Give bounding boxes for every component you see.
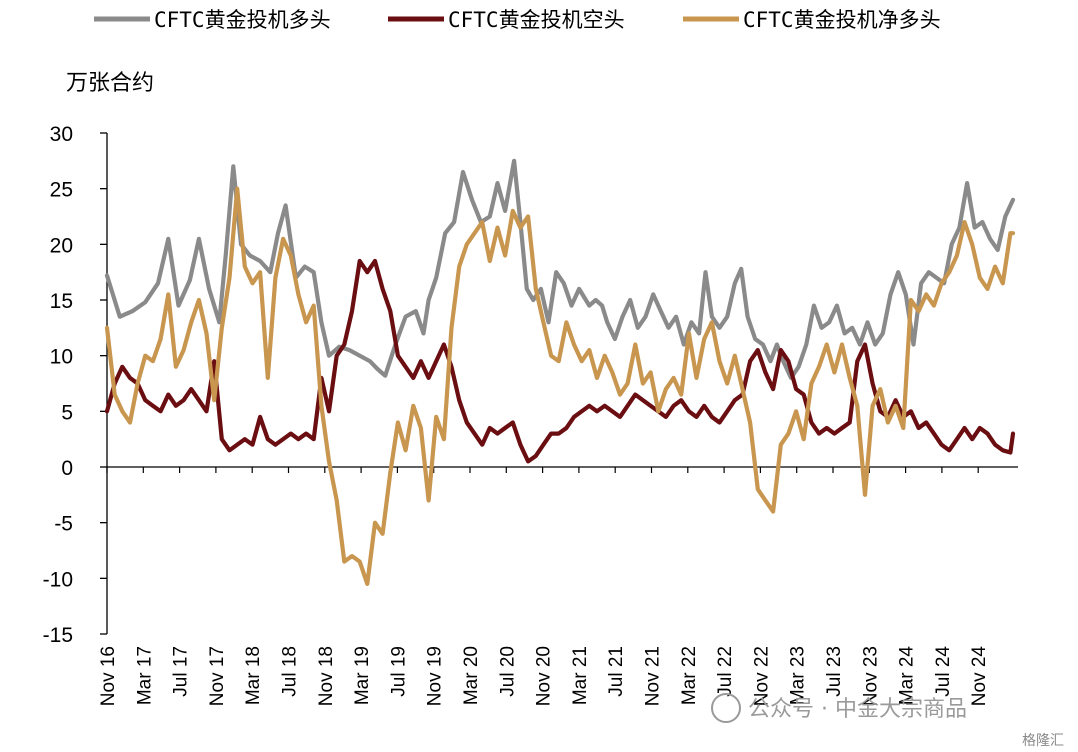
y-axis: 30 25 20 15 10 5 0 -5 -10 -15 [43, 123, 108, 647]
y-tick-label: -15 [43, 624, 73, 647]
x-tick-label: Mar 20 [461, 646, 482, 705]
x-tick-label: Nov 17 [207, 646, 228, 706]
x-tick-label: Mar 17 [134, 646, 155, 705]
x-tick-label: Nov 21 [643, 646, 664, 706]
x-tick-label: Nov 16 [98, 646, 119, 706]
x-tick-label: Nov 24 [969, 646, 990, 707]
x-tick-label: Jul 24 [933, 646, 954, 697]
x-tick-label: Nov 23 [860, 646, 881, 706]
watermark: 公众号 · 中金大宗商品 格隆汇 [711, 693, 1064, 749]
x-tick-label: Jul 21 [606, 646, 627, 697]
x-tick-label: Nov 22 [751, 646, 772, 706]
y-unit-label: 万张合约 [66, 71, 154, 96]
x-tick-label: Jul 22 [715, 646, 736, 697]
y-tick-label: -10 [43, 568, 73, 591]
x-tick-label: Nov 20 [534, 646, 555, 706]
series-line-0 [104, 158, 1016, 380]
x-tick-label: Mar 23 [788, 646, 809, 705]
x-tick-label: Mar 21 [570, 646, 591, 705]
x-axis: Nov 16 Mar 17 Jul 17 Nov 17 Mar 18 Jul 18 Nov … [98, 466, 1018, 707]
watermark-brand: 格隆汇 [1022, 733, 1064, 749]
x-tick-label: Jul 19 [388, 646, 409, 697]
y-tick-label: 15 [50, 290, 73, 313]
legend-label: CFTC黄金投机空头 [448, 8, 625, 32]
series-line-1 [104, 258, 1016, 464]
x-tick-label: Nov 19 [425, 646, 446, 706]
y-tick-label: -5 [54, 513, 73, 536]
watermark-text: 公众号 · 中金大宗商品 [748, 697, 967, 722]
y-tick-label: 20 [50, 234, 73, 257]
x-tick-label: Jul 23 [824, 646, 845, 697]
x-tick-label: Mar 24 [897, 646, 918, 706]
wechat-icon [711, 693, 741, 723]
x-tick-label: Nov 18 [316, 646, 337, 706]
y-tick-label: 0 [61, 457, 73, 480]
x-tick-label: Jul 18 [280, 646, 301, 697]
series-group [104, 158, 1016, 586]
x-tick-label: Mar 18 [243, 646, 264, 705]
y-tick-label: 10 [50, 346, 73, 369]
x-tick-label: Jul 17 [171, 646, 192, 697]
x-tick-label: Mar 22 [679, 646, 700, 705]
y-tick-label: 25 [50, 179, 73, 202]
y-tick-label: 30 [50, 123, 73, 146]
y-tick-label: 5 [61, 401, 73, 424]
legend: CFTC黄金投机多头 CFTC黄金投机空头 CFTC黄金投机净多头 [94, 8, 941, 32]
legend-label: CFTC黄金投机净多头 [743, 8, 941, 32]
x-tick-label: Jul 20 [497, 646, 518, 697]
x-tick-label: Mar 19 [352, 646, 373, 705]
series-line-2 [104, 186, 1016, 586]
legend-label: CFTC黄金投机多头 [154, 8, 331, 32]
